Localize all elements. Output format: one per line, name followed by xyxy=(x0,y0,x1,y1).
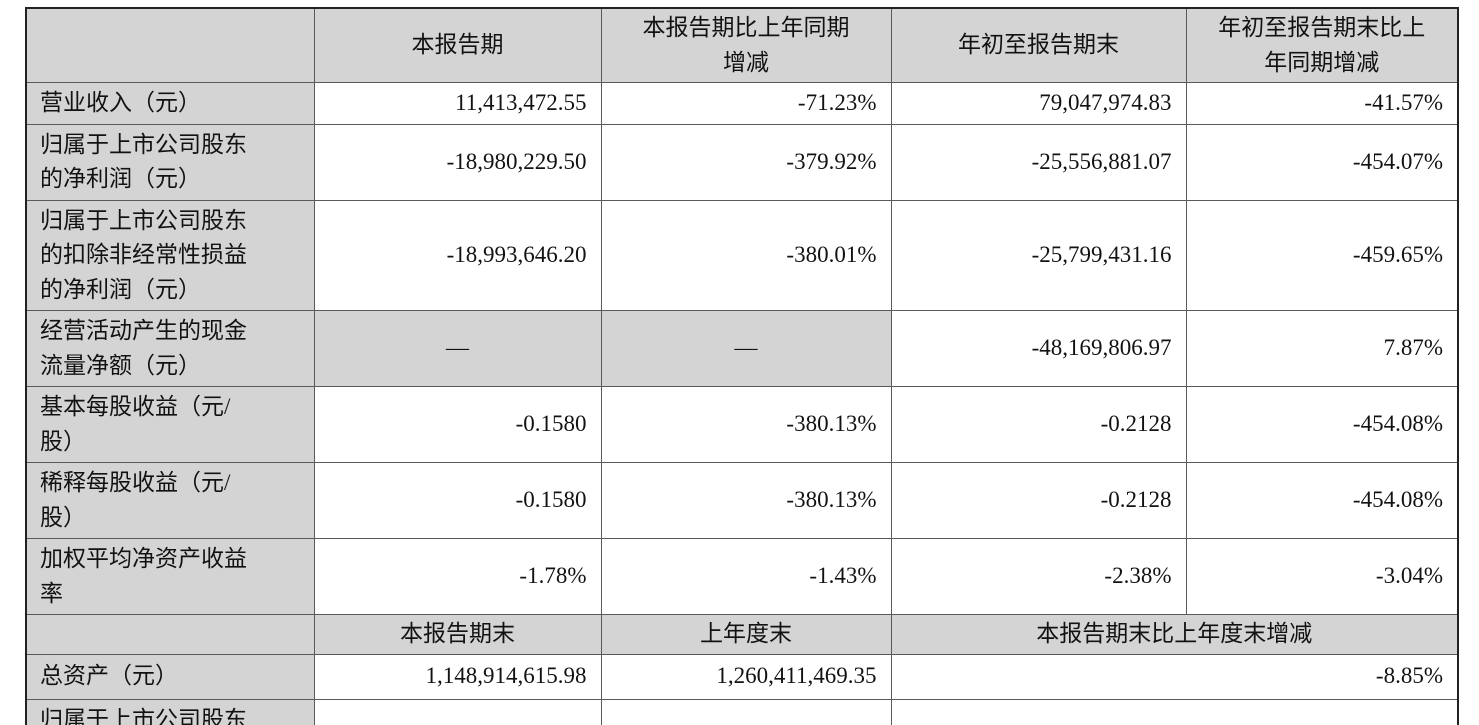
header-cell-current-period: 本报告期 xyxy=(313,7,602,83)
table-row-weighted-avg-roe: 加权平均净资产收益 率 -1.78% -1.43% -2.38% -3.04% xyxy=(25,538,1459,615)
cell-value: 79,047,974.83 xyxy=(890,82,1187,125)
subheader-row: 本报告期末 上年度末 本报告期末比上年度末增减 xyxy=(25,614,1459,655)
cell-value: -4.31% xyxy=(890,698,1459,725)
header-cell-ytd: 年初至报告期末 xyxy=(890,7,1187,83)
cell-value: -18,993,646.20 xyxy=(313,199,602,311)
cell-value: -71.23% xyxy=(600,82,892,125)
table-row-revenue: 营业收入（元） 11,413,472.55 -71.23% 79,047,974… xyxy=(25,82,1459,125)
row-label: 营业收入（元） xyxy=(25,82,315,125)
header-cell-yoy-change: 本报告期比上年同期 增减 xyxy=(600,7,892,83)
table-row-total-assets: 总资产（元） 1,148,914,615.98 1,260,411,469.35… xyxy=(25,653,1459,700)
financial-summary-table: 本报告期 本报告期比上年同期 增减 年初至报告期末 年初至报告期末比上 年同期增… xyxy=(25,7,1459,725)
header-cell-blank xyxy=(25,7,315,83)
row-label: 归属于上市公司股东 的所有者权益（元） xyxy=(25,698,315,725)
subheader-cell-change-vs-prior-year-end: 本报告期末比上年度末增减 xyxy=(890,614,1459,655)
cell-value: -25,799,431.16 xyxy=(890,199,1187,311)
cell-value: -380.13% xyxy=(600,386,892,463)
subheader-cell-blank xyxy=(25,614,315,655)
cell-value: -380.13% xyxy=(600,462,892,539)
cell-value: -379.92% xyxy=(600,123,892,201)
row-label: 加权平均净资产收益 率 xyxy=(25,538,315,615)
row-label: 基本每股收益（元/ 股） xyxy=(25,386,315,463)
cell-value: -25,556,881.07 xyxy=(890,123,1187,201)
cell-value: -18,980,229.50 xyxy=(313,123,602,201)
cell-value: -41.57% xyxy=(1185,82,1459,125)
cell-value: -454.08% xyxy=(1185,386,1459,463)
cell-value: -0.2128 xyxy=(890,462,1187,539)
table-row-diluted-eps: 稀释每股收益（元/ 股） -0.1580 -380.13% -0.2128 -4… xyxy=(25,462,1459,539)
row-label: 经营活动产生的现金 流量净额（元） xyxy=(25,310,315,387)
table-row-net-profit: 归属于上市公司股东 的净利润（元） -18,980,229.50 -379.92… xyxy=(25,123,1459,201)
cell-value: -8.85% xyxy=(890,653,1459,700)
cell-value: 1,046,801,298.76 xyxy=(313,698,602,725)
subheader-cell-prior-year-end: 上年度末 xyxy=(600,614,892,655)
cell-value: -0.1580 xyxy=(313,462,602,539)
cell-value: 11,413,472.55 xyxy=(313,82,602,125)
table-row-net-profit-excl-nonrecurring: 归属于上市公司股东 的扣除非经常性损益 的净利润（元） -18,993,646.… xyxy=(25,199,1459,311)
table-row-equity-attributable-to-shareholders: 归属于上市公司股东 的所有者权益（元） 1,046,801,298.76 1,0… xyxy=(25,698,1459,725)
cell-value: -459.65% xyxy=(1185,199,1459,311)
cell-value: 1,260,411,469.35 xyxy=(600,653,892,700)
table-row-operating-cash-flow: 经营活动产生的现金 流量净额（元） — — -48,169,806.97 7.8… xyxy=(25,310,1459,387)
cell-value: 1,148,914,615.98 xyxy=(313,653,602,700)
row-label: 稀释每股收益（元/ 股） xyxy=(25,462,315,539)
header-row: 本报告期 本报告期比上年同期 增减 年初至报告期末 年初至报告期末比上 年同期增… xyxy=(25,7,1459,83)
cell-value: -454.08% xyxy=(1185,462,1459,539)
cell-value: -1.78% xyxy=(313,538,602,615)
cell-value: -2.38% xyxy=(890,538,1187,615)
cell-value: 7.87% xyxy=(1185,310,1459,387)
cell-value: 1,093,979,779.83 xyxy=(600,698,892,725)
cell-value: -0.2128 xyxy=(890,386,1187,463)
cell-value: -3.04% xyxy=(1185,538,1459,615)
cell-value: -380.01% xyxy=(600,199,892,311)
cell-value: -454.07% xyxy=(1185,123,1459,201)
cell-value: -1.43% xyxy=(600,538,892,615)
row-label: 总资产（元） xyxy=(25,653,315,700)
row-label: 归属于上市公司股东 的扣除非经常性损益 的净利润（元） xyxy=(25,199,315,311)
cell-placeholder-dash: — xyxy=(600,310,892,387)
cell-value: -48,169,806.97 xyxy=(890,310,1187,387)
cell-value: -0.1580 xyxy=(313,386,602,463)
header-cell-ytd-yoy-change: 年初至报告期末比上 年同期增减 xyxy=(1185,7,1459,83)
table-row-basic-eps: 基本每股收益（元/ 股） -0.1580 -380.13% -0.2128 -4… xyxy=(25,386,1459,463)
row-label: 归属于上市公司股东 的净利润（元） xyxy=(25,123,315,201)
subheader-cell-period-end: 本报告期末 xyxy=(313,614,602,655)
cell-placeholder-dash: — xyxy=(313,310,602,387)
